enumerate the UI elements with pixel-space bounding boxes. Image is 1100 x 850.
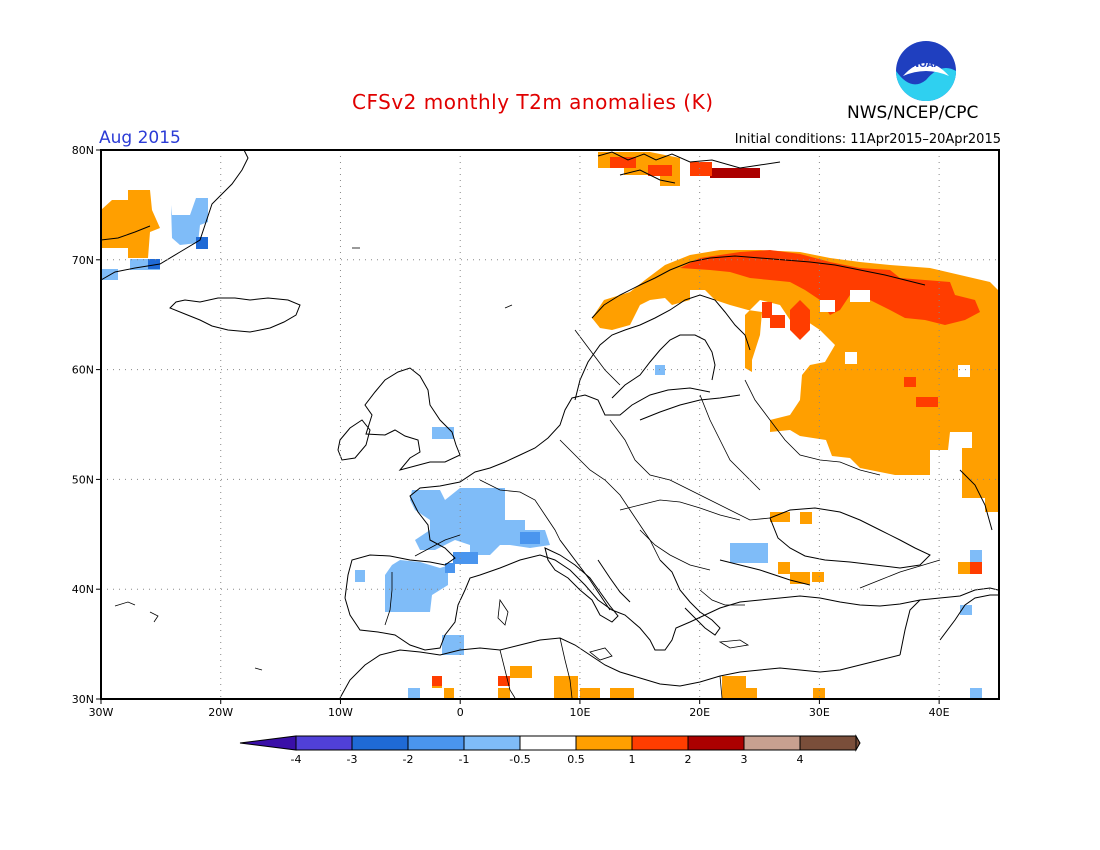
noaa-logo: NOAA xyxy=(896,41,956,101)
map-frame xyxy=(100,149,1000,700)
coastlines xyxy=(100,149,999,699)
chart-title: CFSv2 monthly T2m anomalies (K) xyxy=(352,90,714,114)
anomaly-greenland xyxy=(101,190,160,258)
colorbar-segment xyxy=(687,735,745,751)
y-tick-label: 60N xyxy=(72,364,94,377)
x-tick-label: 20E xyxy=(689,706,710,719)
x-tick-label: 10W xyxy=(328,706,353,719)
initial-conditions: Initial conditions: 11Apr2015–20Apr2015 xyxy=(734,132,1001,147)
colorbar-segment xyxy=(407,735,465,751)
colorbar-segment xyxy=(463,735,521,751)
colorbar-label: 2 xyxy=(685,753,692,766)
colorbar-label: -1 xyxy=(459,753,470,766)
colorbar-label: 3 xyxy=(741,753,748,766)
colorbar-arrow-right xyxy=(855,734,861,752)
forecast-month: Aug 2015 xyxy=(99,128,181,148)
x-tick-label: 30E xyxy=(809,706,830,719)
y-tick-label: 50N xyxy=(72,473,94,486)
colorbar-label: 0.5 xyxy=(567,753,585,766)
colorbar-segment xyxy=(575,735,633,751)
colorbar-arrow-left xyxy=(239,735,297,751)
colorbar-segment xyxy=(295,735,353,751)
colorbar-label: -4 xyxy=(291,753,302,766)
colorbar-segment xyxy=(519,735,577,751)
y-tick-label: 80N xyxy=(72,144,94,157)
anomaly-russia-hot xyxy=(680,250,980,407)
y-tick-label: 70N xyxy=(72,254,94,267)
anomaly-north-africa-hot xyxy=(432,676,510,686)
x-tick-label: 10E xyxy=(569,706,590,719)
anomaly-fills xyxy=(101,152,998,698)
anomaly-russia-white xyxy=(820,290,970,377)
x-tick-labels: 30W 20W 10W 0 10E 20E 30E 40E xyxy=(89,699,950,719)
y-tick-labels: 30N 40N 50N 60N 70N 80N xyxy=(72,144,101,706)
colorbar-label: 1 xyxy=(629,753,636,766)
colorbar-segment xyxy=(351,735,409,751)
x-tick-label: 0 xyxy=(457,706,464,719)
y-tick-label: 30N xyxy=(72,693,94,706)
anomaly-western-europe-cold2 xyxy=(445,532,540,573)
colorbar-segment xyxy=(799,735,857,751)
colorbar-label: -2 xyxy=(403,753,414,766)
y-tick-label: 40N xyxy=(72,583,94,596)
colorbar-label: -3 xyxy=(347,753,358,766)
anomaly-caucasus-hot xyxy=(970,562,982,574)
colorbar-label: 4 xyxy=(797,753,804,766)
x-tick-label: 20W xyxy=(208,706,233,719)
agency-label: NWS/NCEP/CPC xyxy=(847,103,979,123)
anomaly-north-africa xyxy=(432,666,825,698)
colorbar-segment xyxy=(631,735,689,751)
anomaly-greenland-cold2 xyxy=(148,237,208,269)
x-tick-label: 30W xyxy=(89,706,114,719)
colorbar-label: -0.5 xyxy=(509,753,530,766)
anomaly-svalbard xyxy=(598,152,760,186)
x-tick-label: 40E xyxy=(929,706,950,719)
colorbar-segment xyxy=(743,735,801,751)
logo-text: NOAA xyxy=(912,60,941,70)
anomaly-russia-warm xyxy=(592,250,998,524)
